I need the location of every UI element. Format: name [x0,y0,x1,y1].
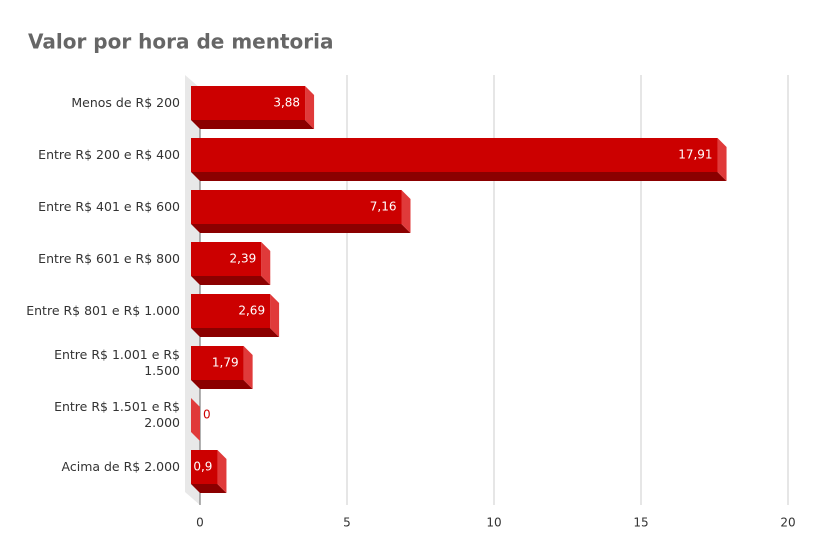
value-label: 1,79 [212,356,239,370]
x-tick-label: 5 [343,516,351,530]
bar-bottom [191,172,727,181]
bar-side [191,398,200,441]
x-tick-label: 0 [196,516,204,530]
bar-side [717,138,727,181]
bar [191,190,411,233]
y-tick-label: Acima de R$ 2.000 [61,459,180,474]
value-label: 0 [203,408,211,422]
bar-bottom [191,484,227,493]
value-label: 2,69 [238,304,265,318]
bar-side [401,190,411,233]
x-tick-label: 15 [633,516,648,530]
bar [191,450,227,493]
bar [191,346,253,389]
bar-front [191,346,244,380]
bar-front [191,86,306,120]
y-tick-label: Entre R$ 401 e R$ 600 [38,199,180,214]
bar-bottom [191,224,411,233]
y-tick-label: Entre R$ 601 e R$ 800 [38,251,180,266]
bar-side [243,346,253,389]
bar [191,242,271,285]
bar-side [305,86,315,129]
bar-bottom [191,328,280,337]
bar-front [191,450,218,484]
chart-title: Valor por hora de mentoria [28,30,334,54]
x-tick-label: 10 [486,516,501,530]
bar-front [191,294,271,328]
y-tick-label: Entre R$ 200 e R$ 400 [38,147,180,162]
axis-wall [185,75,200,505]
bar-front [191,242,262,276]
bar [191,138,727,181]
bar-bottom [191,120,315,129]
y-tick-label: Entre R$ 1.501 e R$ 2.000 [54,399,180,430]
bar-side [261,242,271,285]
x-tick-label: 20 [780,516,795,530]
value-label: 17,91 [678,148,712,162]
bar-side [270,294,280,337]
value-label: 7,16 [370,200,397,214]
bar [191,398,200,441]
value-label: 3,88 [273,96,300,110]
bar-bottom [191,380,253,389]
y-tick-label: Menos de R$ 200 [71,95,180,110]
y-tick-label: Entre R$ 801 e R$ 1.000 [26,303,180,318]
bar [191,86,315,129]
value-label: 0,9 [193,460,212,474]
bar-front [191,190,402,224]
bar-side [217,450,227,493]
y-tick-label: Entre R$ 1.001 e R$ 1.500 [54,347,180,378]
bar [191,294,280,337]
bar-front [191,138,718,172]
bar-bottom [191,276,271,285]
value-label: 2,39 [230,252,257,266]
